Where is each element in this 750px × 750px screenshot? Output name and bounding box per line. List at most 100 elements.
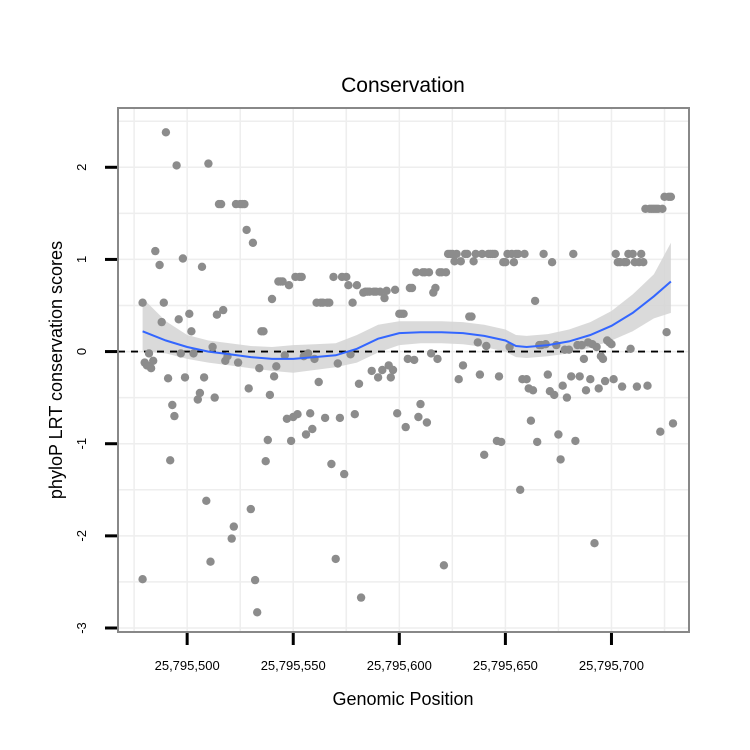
data-point	[480, 451, 488, 459]
data-point	[329, 273, 337, 281]
x-tick-label: 25,795,700	[579, 658, 644, 673]
data-point	[155, 261, 163, 269]
data-point	[272, 362, 280, 370]
data-point	[529, 386, 537, 394]
x-tick-label: 25,795,600	[367, 658, 432, 673]
chart-title: Conservation	[341, 74, 465, 97]
data-point	[208, 343, 216, 351]
data-point	[325, 299, 333, 307]
data-point	[242, 226, 250, 234]
data-point	[285, 281, 293, 289]
data-point	[315, 378, 323, 386]
data-point	[548, 258, 556, 266]
data-point	[455, 375, 463, 383]
y-tick-label: 2	[74, 164, 89, 171]
data-point	[304, 349, 312, 357]
data-point	[495, 372, 503, 380]
x-axis-label: Genomic Position	[332, 689, 473, 709]
y-tick-label: -1	[74, 438, 89, 450]
data-point	[177, 349, 185, 357]
data-point	[408, 284, 416, 292]
data-point	[633, 382, 641, 390]
data-point	[293, 410, 301, 418]
data-point	[533, 438, 541, 446]
data-point	[219, 306, 227, 314]
data-point	[440, 561, 448, 569]
data-point	[355, 380, 363, 388]
data-point	[563, 393, 571, 401]
data-point	[669, 419, 677, 427]
data-point	[334, 359, 342, 367]
data-point	[414, 413, 422, 421]
data-point	[172, 161, 180, 169]
data-point	[497, 438, 505, 446]
data-point	[586, 375, 594, 383]
data-point	[387, 373, 395, 381]
data-point	[262, 457, 270, 465]
data-point	[399, 310, 407, 318]
y-tick-label: -2	[74, 530, 89, 542]
data-point	[423, 418, 431, 426]
x-tick-label: 25,795,500	[155, 658, 220, 673]
data-point	[327, 460, 335, 468]
data-point	[531, 297, 539, 305]
data-point	[344, 281, 352, 289]
data-point	[200, 373, 208, 381]
data-point	[211, 393, 219, 401]
data-point	[255, 364, 263, 372]
data-point	[393, 409, 401, 417]
data-point	[253, 608, 261, 616]
data-point	[550, 391, 558, 399]
data-point	[389, 366, 397, 374]
data-point	[321, 414, 329, 422]
data-point	[656, 428, 664, 436]
data-point	[380, 294, 388, 302]
data-point	[187, 327, 195, 335]
data-point	[402, 423, 410, 431]
data-point	[308, 425, 316, 433]
conservation-chart: Conservation 25,795,500 25,795,550 25,795,…	[0, 0, 750, 750]
data-point	[336, 414, 344, 422]
data-point	[340, 470, 348, 478]
data-point	[351, 410, 359, 418]
data-point	[501, 258, 509, 266]
data-point	[567, 372, 575, 380]
data-point	[382, 287, 390, 295]
data-point	[516, 486, 524, 494]
data-point	[147, 364, 155, 372]
data-point	[138, 299, 146, 307]
data-point	[527, 417, 535, 425]
data-point	[247, 505, 255, 513]
data-point	[181, 373, 189, 381]
plot-panel	[118, 108, 689, 632]
data-point	[425, 268, 433, 276]
data-point	[268, 295, 276, 303]
data-point	[442, 268, 450, 276]
data-point	[662, 328, 670, 336]
data-point	[607, 340, 615, 348]
data-point	[559, 382, 567, 390]
data-point	[618, 382, 626, 390]
data-point	[609, 375, 617, 383]
data-point	[245, 384, 253, 392]
data-point	[259, 327, 267, 335]
data-point	[571, 437, 579, 445]
data-point	[228, 534, 236, 542]
data-point	[170, 412, 178, 420]
x-tick-label: 25,795,650	[473, 658, 538, 673]
data-point	[391, 286, 399, 294]
data-point	[234, 358, 242, 366]
data-point	[175, 315, 183, 323]
data-point	[592, 343, 600, 351]
data-point	[643, 382, 651, 390]
data-point	[510, 258, 518, 266]
data-point	[168, 401, 176, 409]
data-point	[149, 357, 157, 365]
data-point	[357, 593, 365, 601]
y-axis-label: phyloP LRT conservation scores	[46, 241, 66, 499]
data-point	[667, 193, 675, 201]
data-point	[145, 349, 153, 357]
data-point	[459, 361, 467, 369]
data-point	[431, 284, 439, 292]
data-point	[189, 349, 197, 357]
